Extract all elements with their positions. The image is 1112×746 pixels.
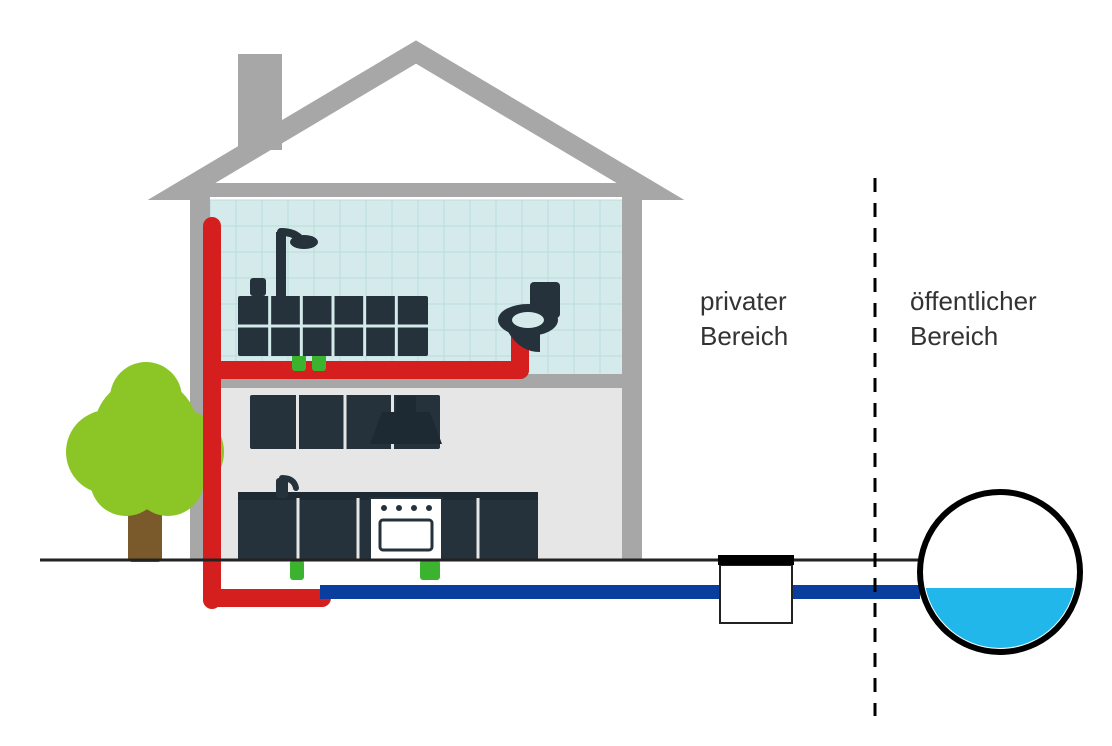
inspection-chamber: [720, 565, 792, 623]
label-public-line2: Bereich: [910, 321, 998, 351]
label-public-line1: öffentlicher: [910, 286, 1037, 316]
label-private-line2: Bereich: [700, 321, 788, 351]
inspection-lid: [718, 555, 794, 565]
pipe-trap-3: [420, 560, 440, 580]
pipe-trap-2: [290, 560, 304, 580]
label-private-line1: privater: [700, 286, 787, 316]
